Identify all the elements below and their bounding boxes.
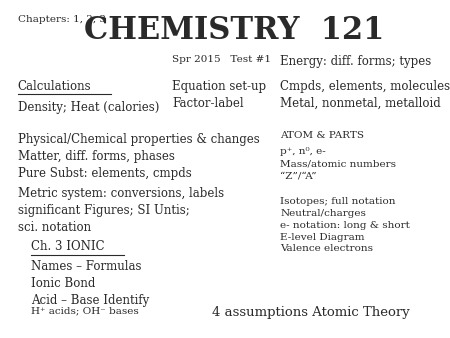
Text: H⁺ acids; OH⁻ bases: H⁺ acids; OH⁻ bases: [31, 307, 139, 315]
Text: Density; Heat (calories): Density; Heat (calories): [18, 101, 159, 114]
Text: Calculations: Calculations: [18, 79, 91, 93]
Text: Names – Formulas
Ionic Bond
Acid – Base Identify: Names – Formulas Ionic Bond Acid – Base …: [31, 260, 149, 307]
Text: Cmpds, elements, molecules
Metal, nonmetal, metalloid: Cmpds, elements, molecules Metal, nonmet…: [280, 79, 450, 110]
Text: CHEMISTRY  121: CHEMISTRY 121: [84, 15, 384, 46]
Text: Energy: diff. forms; types: Energy: diff. forms; types: [280, 55, 432, 68]
Text: Equation set-up
Factor-label: Equation set-up Factor-label: [172, 79, 266, 110]
Text: Chapters: 1, 2, 3: Chapters: 1, 2, 3: [18, 15, 106, 24]
Text: p⁺, n⁰, e-
Mass/atomic numbers
“Z”/“A”: p⁺, n⁰, e- Mass/atomic numbers “Z”/“A”: [280, 147, 396, 180]
Text: Spr 2015   Test #1: Spr 2015 Test #1: [172, 55, 271, 64]
Text: ATOM & PARTS: ATOM & PARTS: [280, 131, 364, 140]
Text: Metric system: conversions, labels
significant Figures; SI Untis;
sci. notation: Metric system: conversions, labels signi…: [18, 187, 224, 234]
Text: Ch. 3 IONIC: Ch. 3 IONIC: [31, 240, 104, 253]
Text: 4 assumptions Atomic Theory: 4 assumptions Atomic Theory: [212, 307, 410, 319]
Text: Isotopes; full notation
Neutral/charges
e- notation: long & short
E-level Diagra: Isotopes; full notation Neutral/charges …: [280, 197, 410, 254]
Text: Physical/Chemical properties & changes
Matter, diff. forms, phases
Pure Subst: e: Physical/Chemical properties & changes M…: [18, 132, 260, 179]
